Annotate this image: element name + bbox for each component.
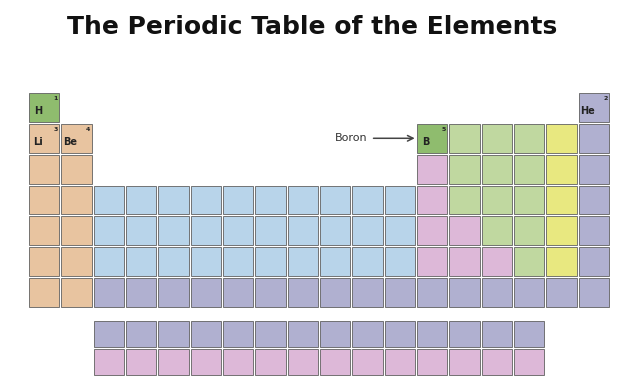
Text: 2: 2 xyxy=(603,96,608,101)
Text: Boron: Boron xyxy=(335,133,368,143)
Text: B: B xyxy=(422,137,430,147)
Text: 5: 5 xyxy=(442,127,446,132)
Text: 4: 4 xyxy=(86,127,90,132)
Text: The Periodic Table of the Elements: The Periodic Table of the Elements xyxy=(67,15,557,39)
Text: H: H xyxy=(34,106,42,116)
Text: He: He xyxy=(580,106,595,116)
Text: Li: Li xyxy=(33,137,43,147)
Text: 1: 1 xyxy=(54,96,58,101)
Text: Be: Be xyxy=(64,137,77,147)
Text: 3: 3 xyxy=(54,127,58,132)
